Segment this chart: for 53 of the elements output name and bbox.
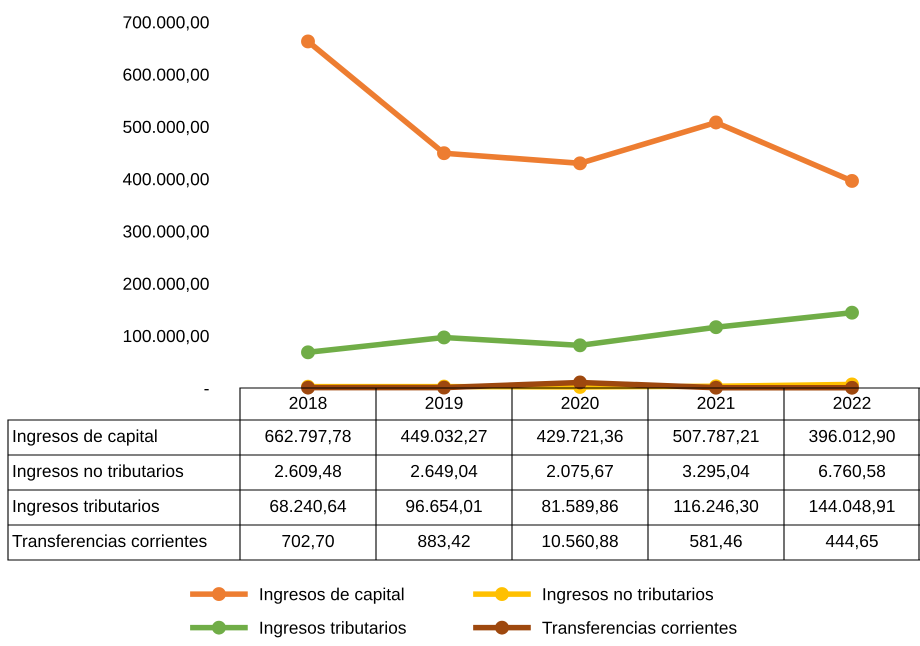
data-label: 444,65 [826,534,878,550]
point [301,345,315,360]
text: Ingresos no tributarios [14,464,184,481]
data-label: 68.240,64 [270,500,346,514]
x-tick-label: 2020 [562,396,599,410]
y-tick-label: 300.000,00 [123,225,209,240]
point [709,320,723,334]
point [845,174,859,188]
point [437,146,451,160]
data-label: 144.048,91 [810,500,895,514]
y-tick-label: 700.000,00 [123,16,209,31]
point [845,380,859,395]
point [573,376,587,390]
x-tick-label: 2019 [426,396,462,410]
y-tick-label: - [204,389,209,390]
data-label: 449.032,27 [400,430,487,444]
data-label: 396.012,90 [809,430,895,444]
data-label: 96.654,01 [406,500,482,514]
data-label: 429.721,36 [536,430,623,444]
y-tick-label: 200.000,00 [123,278,209,292]
y-tick-label: 100.000,00 [124,330,209,344]
y-tick-label: 500.000,00 [123,120,209,136]
data-label: 2.649,04 [411,464,478,480]
legend-label: Ingresos de capital [260,588,404,604]
point [709,116,723,130]
data-label: 702,70 [282,534,334,550]
point [437,330,451,344]
y-tick-label: 400.000,00 [122,173,209,188]
text: Ingresos tributarios [14,499,160,516]
x-tick-label: 2021 [698,396,734,410]
legend-label: Ingresos no tributarios [544,588,714,604]
data-label: 116.246,30 [674,500,758,514]
legend-label: Transferencias corrientes [542,621,736,634]
point [573,156,587,170]
data-label: 507.787,21 [673,430,759,444]
point [845,306,859,320]
data-label: 2.075,67 [547,464,613,480]
data-label: 6.760,58 [819,464,886,480]
data-label: 10.560,88 [542,534,618,550]
data-label: 581,46 [690,534,742,550]
x-tick-label: 2022 [834,396,870,410]
point [573,338,587,352]
data-label: 662.797,78 [265,430,351,444]
data-label: 81.589,86 [542,500,618,514]
y-tick-label: 600.000,00 [123,68,209,83]
legend-label: Ingresos tributarios [260,621,406,638]
text: Ingresos de capital [14,429,157,446]
point [301,34,315,48]
text: Transferencias corrientes [12,534,207,548]
data-label: 2.609,48 [275,464,342,480]
data-label: 3.295,04 [682,464,750,480]
data-label: 883,42 [418,534,470,550]
x-tick-label: 2018 [290,396,327,410]
